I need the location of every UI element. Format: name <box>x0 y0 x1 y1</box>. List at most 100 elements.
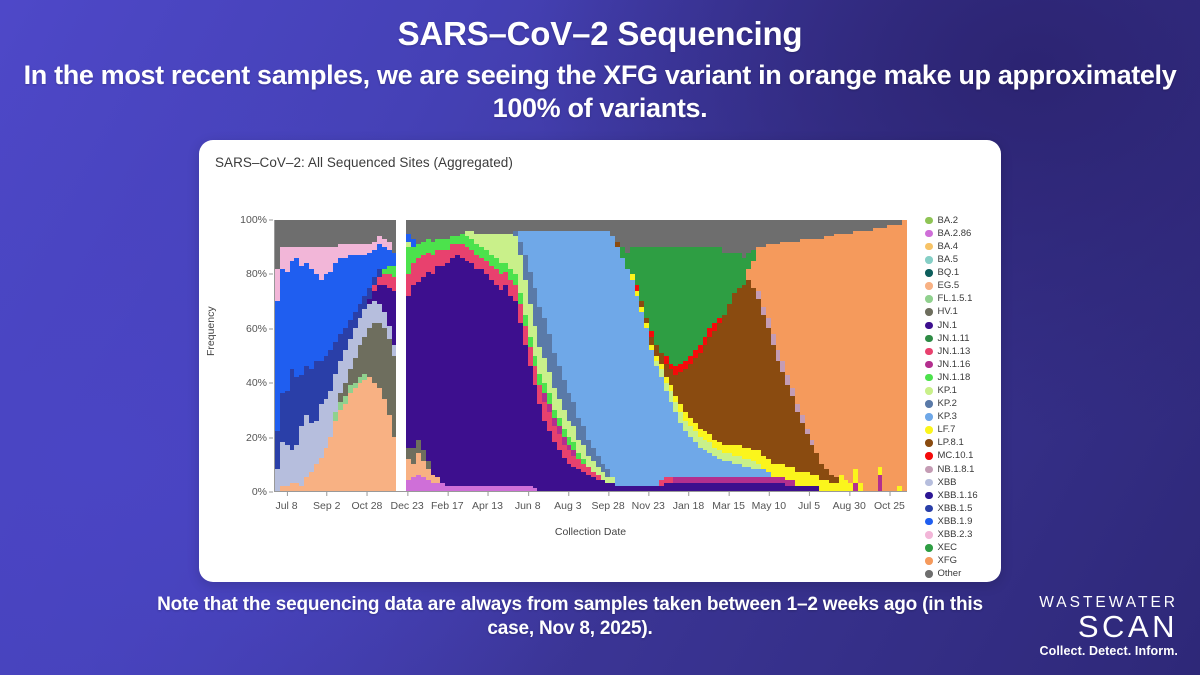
stacked-bar[interactable] <box>877 220 883 491</box>
stacked-bar[interactable] <box>722 220 727 491</box>
legend-item[interactable]: BQ.1 <box>925 266 1003 279</box>
stacked-bar[interactable] <box>843 220 849 491</box>
stacked-bar[interactable] <box>887 220 893 491</box>
stacked-bar[interactable] <box>624 220 630 491</box>
stacked-bar[interactable] <box>658 220 664 491</box>
stacked-bar[interactable] <box>542 220 548 491</box>
legend-item[interactable]: JN.1 <box>925 319 1003 332</box>
stacked-bar[interactable] <box>663 220 669 491</box>
stacked-bar[interactable] <box>347 220 353 491</box>
legend-item[interactable]: JN.1.11 <box>925 332 1003 345</box>
stacked-bar[interactable] <box>318 220 324 491</box>
legend-item[interactable]: KP.2 <box>925 397 1003 410</box>
stacked-bar[interactable] <box>726 220 732 491</box>
legend-item[interactable]: KP.1 <box>925 384 1003 397</box>
stacked-bar[interactable] <box>352 220 358 491</box>
stacked-bar[interactable] <box>736 220 742 491</box>
stacked-bar[interactable] <box>595 220 601 491</box>
stacked-bar[interactable] <box>469 220 475 491</box>
stacked-bar[interactable] <box>862 220 868 491</box>
legend-item[interactable]: Other <box>925 568 1003 581</box>
stacked-bar[interactable] <box>498 220 504 491</box>
stacked-bar[interactable] <box>488 220 494 491</box>
stacked-bar[interactable] <box>581 220 586 491</box>
stacked-bar[interactable] <box>814 220 820 491</box>
stacked-bar[interactable] <box>527 220 533 491</box>
stacked-bar[interactable] <box>848 220 854 491</box>
stacked-bar[interactable] <box>838 220 844 491</box>
stacked-bar[interactable] <box>513 220 518 491</box>
stacked-bar[interactable] <box>688 220 693 491</box>
stacked-bar[interactable] <box>673 220 679 491</box>
stacked-bar[interactable] <box>828 220 834 491</box>
legend-item[interactable]: BA.4 <box>925 240 1003 253</box>
stacked-bar[interactable] <box>362 220 368 491</box>
stacked-bar[interactable] <box>790 220 795 491</box>
legend-item[interactable]: XBB <box>925 476 1003 489</box>
stacked-bar[interactable] <box>556 220 562 491</box>
stacked-bar[interactable] <box>804 220 810 491</box>
legend-item[interactable]: XBB.1.9 <box>925 515 1003 528</box>
stacked-bar[interactable] <box>654 220 659 491</box>
stacked-bar[interactable] <box>741 220 747 491</box>
stacked-bar[interactable] <box>508 220 514 491</box>
stacked-bar[interactable] <box>279 220 285 491</box>
stacked-bar[interactable] <box>892 220 897 491</box>
stacked-bar[interactable] <box>610 220 616 491</box>
stacked-bar[interactable] <box>464 220 470 491</box>
stacked-bar[interactable] <box>299 220 305 491</box>
stacked-bar[interactable] <box>372 220 378 491</box>
legend-item[interactable]: JN.1.13 <box>925 345 1003 358</box>
legend-item[interactable]: HV.1 <box>925 306 1003 319</box>
stacked-bar[interactable] <box>683 220 689 491</box>
stacked-bar[interactable] <box>459 220 465 491</box>
legend-item[interactable]: XBB.2.3 <box>925 528 1003 541</box>
legend-item[interactable]: XBB.1.5 <box>925 502 1003 515</box>
stacked-bar[interactable] <box>668 220 674 491</box>
stacked-bar[interactable] <box>440 220 446 491</box>
stacked-bar[interactable] <box>586 220 591 491</box>
legend-item[interactable]: JN.1.18 <box>925 371 1003 384</box>
legend-item[interactable]: XBB.1.16 <box>925 489 1003 502</box>
stacked-bar[interactable] <box>775 220 781 491</box>
legend-item[interactable]: BA.2 <box>925 214 1003 227</box>
stacked-bar[interactable] <box>731 220 737 491</box>
legend-item[interactable]: MC.10.1 <box>925 450 1003 463</box>
legend-item[interactable]: FL.1.5.1 <box>925 293 1003 306</box>
stacked-bar[interactable] <box>391 220 397 491</box>
stacked-bar[interactable] <box>343 220 348 491</box>
legend-item[interactable]: BA.5 <box>925 253 1003 266</box>
stacked-bar[interactable] <box>406 220 412 491</box>
stacked-bar[interactable] <box>858 220 863 491</box>
stacked-bar[interactable] <box>853 220 859 491</box>
stacked-bar[interactable] <box>435 220 441 491</box>
legend-item[interactable]: EG.5 <box>925 279 1003 292</box>
stacked-bar[interactable] <box>620 220 625 491</box>
stacked-bar[interactable] <box>333 220 339 491</box>
stacked-bar[interactable] <box>882 220 888 491</box>
stacked-bar[interactable] <box>785 220 791 491</box>
stacked-bar[interactable] <box>517 220 523 491</box>
legend-item[interactable]: LP.8.1 <box>925 437 1003 450</box>
stacked-bar[interactable] <box>377 220 382 491</box>
stacked-bar[interactable] <box>571 220 577 491</box>
stacked-bar[interactable] <box>381 220 387 491</box>
stacked-bar[interactable] <box>678 220 684 491</box>
stacked-bar[interactable] <box>425 220 431 491</box>
stacked-bar[interactable] <box>780 220 786 491</box>
stacked-bar[interactable] <box>522 220 528 491</box>
stacked-bar[interactable] <box>323 220 329 491</box>
legend-item[interactable]: NB.1.8.1 <box>925 463 1003 476</box>
stacked-bar[interactable] <box>411 220 416 491</box>
stacked-bar[interactable] <box>449 220 455 491</box>
stacked-bar[interactable] <box>867 220 873 491</box>
stacked-bar[interactable] <box>430 220 436 491</box>
stacked-bar[interactable] <box>284 220 290 491</box>
stacked-bar[interactable] <box>629 220 635 491</box>
stacked-bar[interactable] <box>304 220 310 491</box>
stacked-bar[interactable] <box>493 220 499 491</box>
stacked-bar[interactable] <box>483 220 489 491</box>
stacked-bar[interactable] <box>717 220 723 491</box>
stacked-bar[interactable] <box>809 220 815 491</box>
stacked-bar[interactable] <box>702 220 708 491</box>
